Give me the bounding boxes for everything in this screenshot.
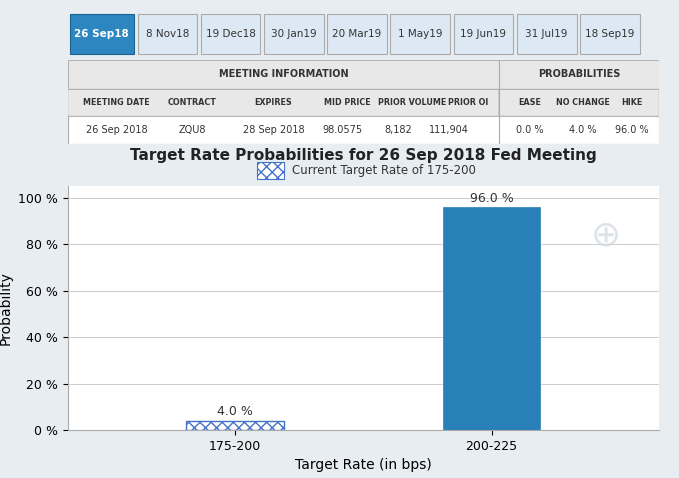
Text: 4.0 %: 4.0 %: [569, 125, 597, 135]
Text: 28 Sep 2018: 28 Sep 2018: [242, 125, 304, 135]
Text: ZQU8: ZQU8: [178, 125, 206, 135]
FancyBboxPatch shape: [264, 13, 324, 54]
FancyBboxPatch shape: [257, 162, 284, 179]
Text: 26 Sep 2018: 26 Sep 2018: [86, 125, 147, 135]
Text: 31 Jul19: 31 Jul19: [526, 29, 568, 39]
Text: MEETING DATE: MEETING DATE: [83, 98, 149, 107]
Text: Current Target Rate of 175-200: Current Target Rate of 175-200: [293, 164, 476, 177]
Text: CONTRACT: CONTRACT: [168, 98, 217, 107]
Text: 111,904: 111,904: [428, 125, 469, 135]
FancyBboxPatch shape: [70, 13, 134, 54]
FancyBboxPatch shape: [390, 13, 450, 54]
Text: 19 Jun19: 19 Jun19: [460, 29, 507, 39]
Text: 96.0 %: 96.0 %: [470, 192, 513, 205]
Text: PRIOR OI: PRIOR OI: [448, 98, 489, 107]
Text: MEETING INFORMATION: MEETING INFORMATION: [219, 69, 348, 79]
Text: PROBABILITIES: PROBABILITIES: [538, 69, 620, 79]
Text: 30 Jan19: 30 Jan19: [271, 29, 316, 39]
FancyBboxPatch shape: [499, 60, 659, 88]
Text: 20 Mar19: 20 Mar19: [333, 29, 382, 39]
FancyBboxPatch shape: [499, 88, 659, 116]
FancyBboxPatch shape: [517, 13, 576, 54]
FancyBboxPatch shape: [138, 13, 198, 54]
Text: 8 Nov18: 8 Nov18: [146, 29, 189, 39]
Text: HIKE: HIKE: [621, 98, 642, 107]
Text: 4.0 %: 4.0 %: [217, 405, 253, 418]
FancyBboxPatch shape: [68, 60, 659, 144]
X-axis label: Target Rate (in bps): Target Rate (in bps): [295, 458, 432, 472]
Text: Target Rate Probabilities for 26 Sep 2018 Fed Meeting: Target Rate Probabilities for 26 Sep 201…: [130, 148, 597, 163]
FancyBboxPatch shape: [580, 13, 640, 54]
Text: 8,182: 8,182: [384, 125, 412, 135]
FancyBboxPatch shape: [327, 13, 387, 54]
Text: EASE: EASE: [518, 98, 541, 107]
Text: EXPIRES: EXPIRES: [255, 98, 293, 107]
Text: 0.0 %: 0.0 %: [516, 125, 544, 135]
Text: 26 Sep18: 26 Sep18: [75, 29, 129, 39]
FancyBboxPatch shape: [201, 13, 261, 54]
Y-axis label: Probability: Probability: [0, 272, 13, 345]
Text: 18 Sep19: 18 Sep19: [585, 29, 635, 39]
Text: 98.0575: 98.0575: [323, 125, 363, 135]
Bar: [186, 421, 284, 430]
Text: 1 May19: 1 May19: [398, 29, 443, 39]
FancyBboxPatch shape: [68, 60, 499, 88]
FancyBboxPatch shape: [68, 88, 499, 116]
Text: 96.0 %: 96.0 %: [615, 125, 649, 135]
Text: MID PRICE: MID PRICE: [324, 98, 371, 107]
Text: PRIOR VOLUME: PRIOR VOLUME: [378, 98, 446, 107]
Text: 19 Dec18: 19 Dec18: [206, 29, 255, 39]
Bar: [443, 207, 540, 430]
Text: NO CHANGE: NO CHANGE: [556, 98, 610, 107]
Text: ⊕: ⊕: [590, 218, 621, 252]
FancyBboxPatch shape: [454, 13, 513, 54]
